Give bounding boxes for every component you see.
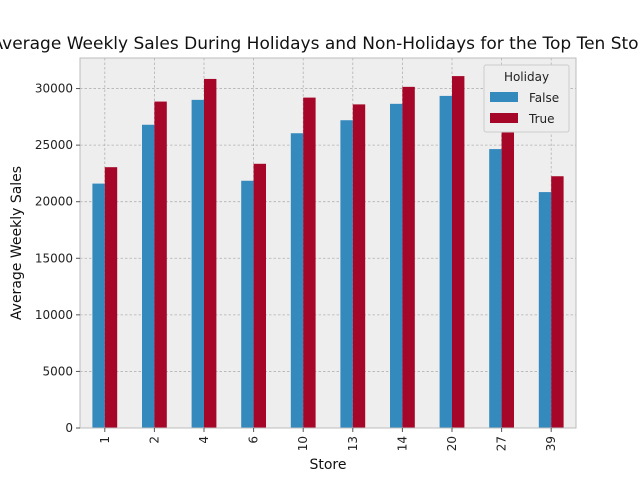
y-tick-label: 20000 bbox=[35, 195, 73, 209]
y-tick-label: 30000 bbox=[35, 82, 73, 96]
bar-false-store-1 bbox=[92, 183, 105, 428]
bar-false-store-6 bbox=[241, 180, 254, 428]
x-axis-label: Store bbox=[309, 457, 346, 473]
legend: Holiday False True bbox=[483, 64, 570, 133]
bar-true-store-6 bbox=[253, 163, 266, 428]
bar-true-store-1 bbox=[104, 167, 118, 428]
bar-true-store-14 bbox=[402, 86, 415, 428]
bar-true-store-39 bbox=[551, 176, 564, 428]
bar-true-store-2 bbox=[154, 101, 167, 429]
bar-true-store-4 bbox=[204, 78, 217, 428]
bar-true-store-13 bbox=[352, 104, 366, 429]
x-tick-label: 14 bbox=[395, 436, 409, 451]
chart-title: Average Weekly Sales During Holidays and… bbox=[0, 34, 640, 54]
bar-false-store-4 bbox=[191, 99, 204, 428]
y-tick-label: 10000 bbox=[35, 308, 73, 322]
bar-false-store-39 bbox=[538, 192, 552, 428]
bar-true-store-10 bbox=[303, 97, 316, 428]
y-axis: 0 5000 10000 15000 20000 25000 30000 bbox=[35, 82, 80, 435]
legend-swatch-true bbox=[490, 113, 518, 123]
x-tick-label: 6 bbox=[247, 436, 261, 444]
x-axis: 1 2 4 6 10 13 14 20 27 39 bbox=[98, 428, 558, 451]
legend-swatch-false bbox=[490, 92, 518, 102]
x-tick-label: 39 bbox=[544, 436, 558, 451]
legend-items: False True bbox=[490, 91, 559, 126]
bar-false-store-27 bbox=[489, 149, 502, 428]
x-tick-label: 2 bbox=[147, 436, 161, 444]
bar-false-store-10 bbox=[290, 133, 304, 429]
y-tick-label: 15000 bbox=[35, 251, 73, 265]
y-tick-label: 5000 bbox=[42, 364, 73, 378]
bar-false-store-2 bbox=[142, 124, 155, 428]
x-tick-label: 13 bbox=[346, 436, 360, 451]
bar-false-store-20 bbox=[439, 95, 452, 428]
y-tick-label: 0 bbox=[65, 421, 73, 435]
x-tick-label: 1 bbox=[98, 436, 112, 444]
legend-title: Holiday bbox=[504, 70, 549, 84]
x-tick-label: 4 bbox=[197, 436, 211, 444]
bars-group bbox=[92, 76, 564, 429]
y-tick-label: 25000 bbox=[35, 138, 73, 152]
x-tick-label: 27 bbox=[495, 436, 509, 451]
bar-false-store-13 bbox=[340, 120, 353, 428]
bar-true-store-20 bbox=[452, 76, 465, 428]
plot-frame bbox=[79, 57, 577, 429]
bar-false-store-14 bbox=[390, 103, 403, 429]
x-tick-label: 20 bbox=[445, 436, 459, 451]
x-tick-label: 10 bbox=[296, 436, 310, 451]
bar-true-store-27 bbox=[501, 129, 514, 428]
legend-label-true: True bbox=[528, 112, 555, 126]
y-axis-label: Average Weekly Sales bbox=[9, 166, 25, 320]
legend-label-false: False bbox=[529, 91, 559, 105]
